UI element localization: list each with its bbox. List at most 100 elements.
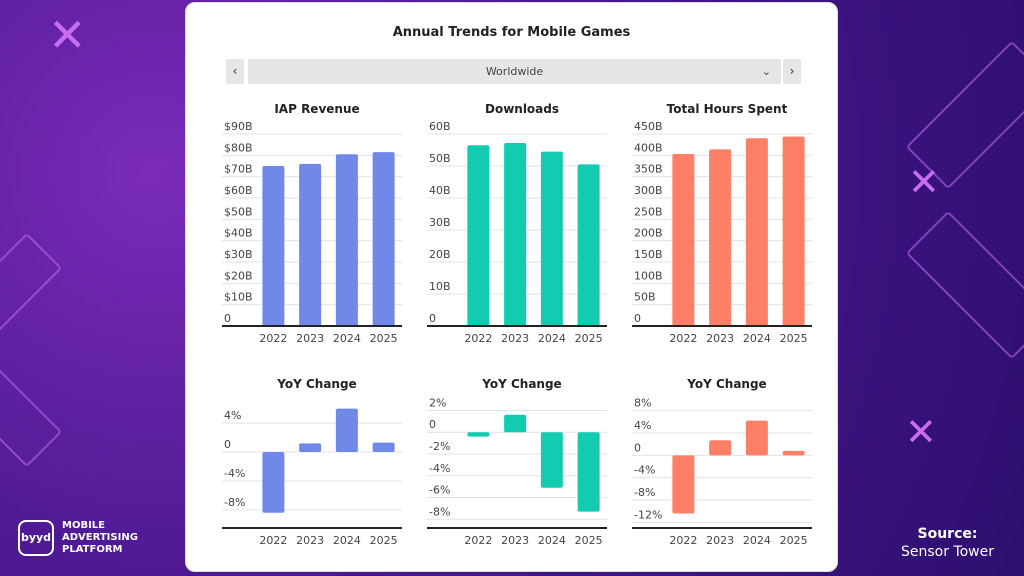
brand-logo: byyd (18, 520, 54, 556)
y-tick-label: $10B (224, 291, 253, 304)
bar-2022 (262, 452, 285, 513)
y-tick-label: $40B (224, 227, 253, 240)
y-tick-label: $90B (224, 120, 253, 133)
y-tick-label: 150B (634, 248, 663, 261)
x-tick-label: 2022 (464, 534, 492, 547)
bar-2022 (467, 145, 490, 326)
bar-2025 (577, 164, 600, 326)
y-tick-label: 0 (634, 312, 641, 325)
prev-button[interactable]: ‹ (226, 59, 244, 84)
y-tick-label: -4% (634, 464, 655, 477)
y-tick-label: 0 (634, 441, 641, 454)
chart-title: IAP Revenue (274, 102, 360, 116)
brand-line: PLATFORM (62, 544, 123, 555)
x-tick-label: 2022 (259, 332, 287, 345)
x-tick-label: 2025 (780, 534, 808, 547)
y-tick-label: -4% (224, 467, 245, 480)
chart-title: YoY Change (482, 377, 562, 391)
y-tick-label: -8% (224, 496, 245, 509)
y-tick-label: 450B (634, 120, 663, 133)
bar-2024 (540, 432, 563, 488)
y-tick-label: 50B (429, 152, 451, 165)
bar-2024 (540, 151, 563, 326)
y-tick-label: 2% (429, 396, 446, 409)
bar-2022 (672, 455, 695, 514)
bar-2025 (577, 432, 600, 512)
y-tick-label: $70B (224, 163, 253, 176)
bar-2023 (504, 414, 527, 433)
region-select[interactable]: Worldwide ⌄ (248, 59, 781, 84)
y-tick-label: $80B (224, 141, 253, 154)
x-tick-label: 2024 (743, 332, 771, 345)
x-tick-label: 2023 (501, 332, 529, 345)
bar-chart: 0 $10B $20B $30B $40B $50B $60B $70B $80B $90B 202… (222, 120, 402, 345)
bar-2023 (709, 440, 732, 456)
bar-2025 (372, 442, 395, 453)
bar-chart: 0 50B 100B 150B 200B 250B 300B 350B 400B 450B 2022… (632, 120, 812, 345)
y-tick-label: 350B (634, 163, 663, 176)
y-tick-label: 20B (429, 248, 451, 261)
x-decoration-icon: ✕ (908, 160, 940, 204)
y-tick-label: 50B (634, 291, 656, 304)
x-tick-label: 2025 (575, 534, 603, 547)
bar-2024 (745, 138, 768, 326)
x-outline-decoration (905, 210, 1024, 360)
x-tick-label: 2022 (259, 534, 287, 547)
bar-2025 (782, 450, 805, 456)
x-tick-label: 2024 (333, 332, 361, 345)
y-tick-label: -12% (634, 508, 662, 521)
bar-chart: 8% 4% 0 -4% -8% -12% 2022 2023 2024 2025 (632, 397, 812, 547)
y-tick-label: 250B (634, 205, 663, 218)
source-label: Source: (917, 526, 978, 542)
bar-2022 (467, 432, 490, 437)
bar-2023 (299, 163, 322, 326)
y-tick-label: 100B (634, 269, 663, 282)
bar-chart: 2% 0 -2% -4% -6% -8% 2022 2023 2024 2025 (427, 396, 607, 547)
source-value: Sensor Tower (901, 544, 994, 560)
region-value: Worldwide (485, 65, 544, 78)
y-tick-label: $50B (224, 205, 253, 218)
bar-2023 (504, 142, 527, 326)
y-tick-label: 8% (634, 397, 651, 410)
x-tick-label: 2024 (538, 534, 566, 547)
bar-2025 (782, 136, 805, 326)
x-tick-label: 2023 (501, 534, 529, 547)
y-tick-label: 300B (634, 184, 663, 197)
x-tick-label: 2022 (669, 534, 697, 547)
next-button[interactable]: › (783, 59, 801, 84)
y-tick-label: 0 (429, 418, 436, 431)
y-tick-label: 200B (634, 227, 663, 240)
x-tick-label: 2023 (706, 534, 734, 547)
y-tick-label: -8% (634, 486, 655, 499)
x-outline-decoration (0, 332, 63, 468)
x-tick-label: 2025 (370, 332, 398, 345)
brand-line: MOBILE (62, 520, 105, 531)
y-tick-label: 4% (634, 419, 651, 432)
y-tick-label: -6% (429, 484, 450, 497)
chevron-down-icon: ⌄ (761, 65, 771, 78)
y-tick-label: 60B (429, 120, 451, 133)
x-outline-decoration (0, 232, 63, 368)
y-tick-label: 10B (429, 280, 451, 293)
y-tick-label: 40B (429, 184, 451, 197)
bar-chart: 4% 0 -4% -8% 2022 2023 2024 2025 (222, 408, 402, 547)
x-tick-label: 2024 (333, 534, 361, 547)
bar-2022 (672, 154, 695, 326)
y-tick-label: $60B (224, 184, 253, 197)
chart-title: YoY Change (277, 377, 357, 391)
page-title: Annual Trends for Mobile Games (392, 25, 631, 40)
x-decoration-icon: ✕ (905, 410, 937, 454)
bar-2024 (745, 420, 768, 456)
x-tick-label: 2025 (780, 332, 808, 345)
y-tick-label: 400B (634, 141, 663, 154)
chart-title: YoY Change (687, 377, 767, 391)
y-tick-label: -8% (429, 505, 450, 518)
bar-2023 (299, 443, 322, 453)
y-tick-label: $30B (224, 248, 253, 261)
bar-2024 (335, 154, 358, 326)
y-tick-label: $20B (224, 269, 253, 282)
y-tick-label: 0 (429, 312, 436, 325)
x-tick-label: 2023 (706, 332, 734, 345)
bar-2022 (262, 166, 285, 326)
x-tick-label: 2024 (538, 332, 566, 345)
